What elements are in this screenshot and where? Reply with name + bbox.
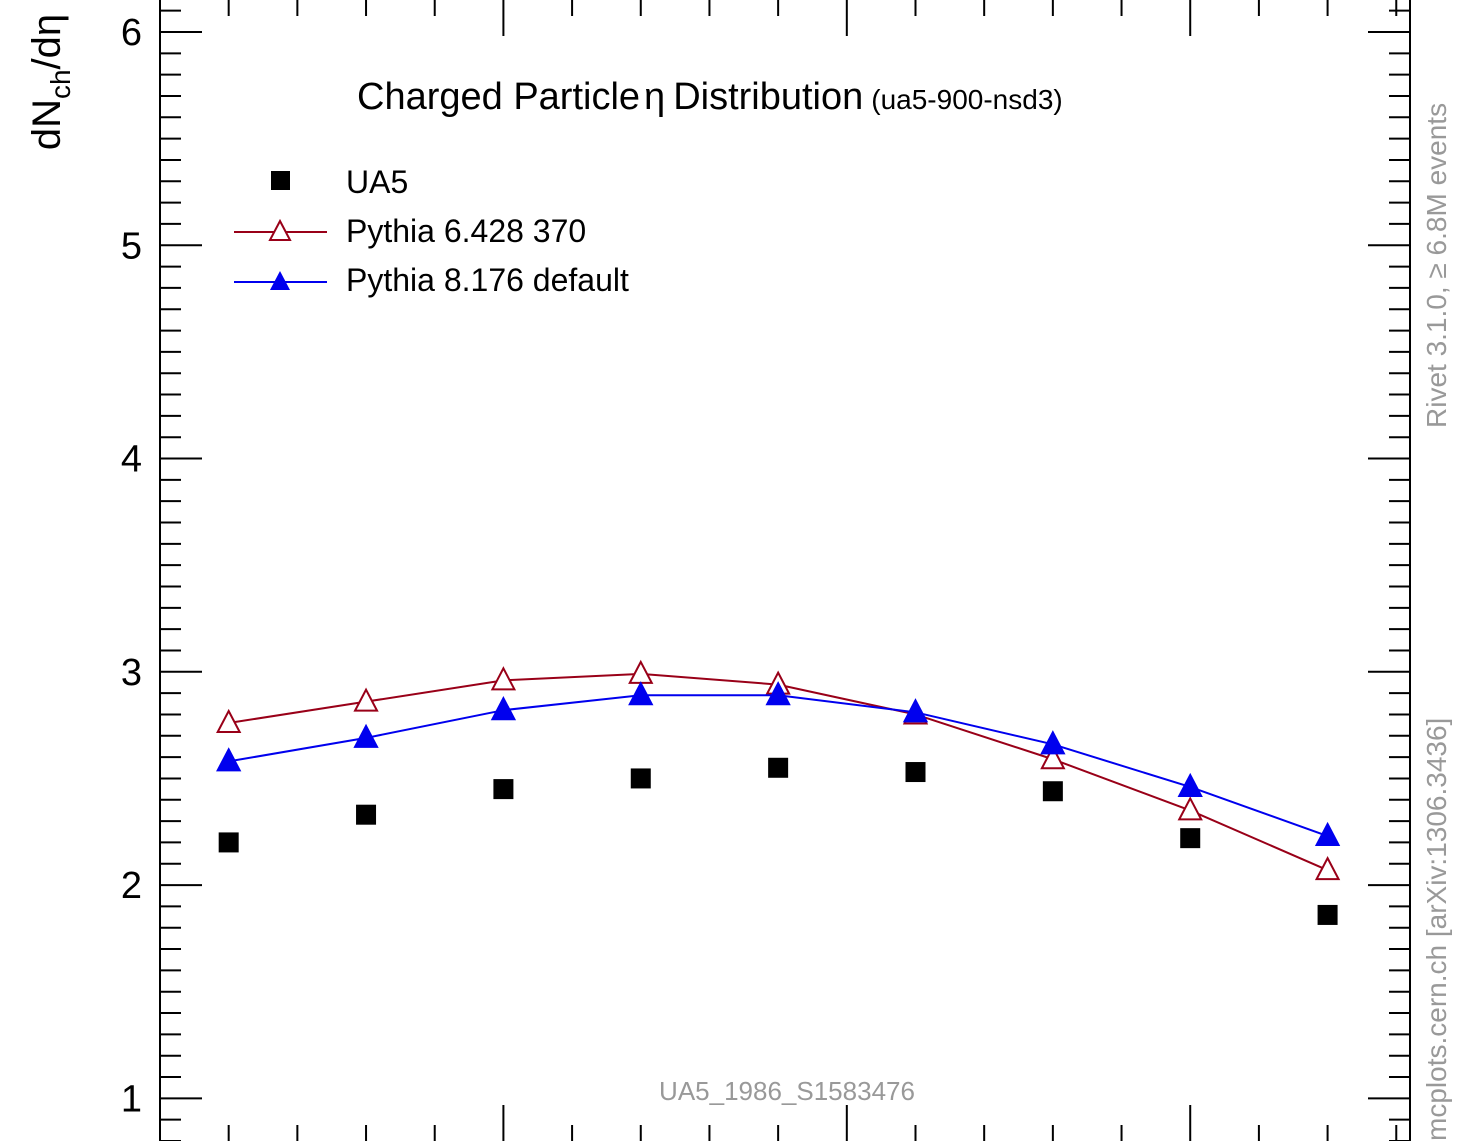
- legend-marker-ua5: [271, 171, 290, 190]
- data-point: [630, 768, 651, 789]
- series-layer: [216, 659, 1341, 925]
- chart-title: Charged Particle η Distribution (ua5-900-ns…: [357, 76, 1063, 118]
- data-point: [353, 687, 379, 712]
- y-axis-tick-labels: 1 2 3 4 5 6: [121, 12, 142, 1120]
- data-point: [1317, 904, 1338, 925]
- data-point: [490, 696, 517, 721]
- y-tick-label: 6: [121, 12, 142, 54]
- analysis-id-label: UA5_1986_S1583476: [659, 1076, 915, 1106]
- series-0: [218, 757, 1338, 925]
- y-tick-label: 4: [121, 439, 142, 481]
- data-point: [216, 708, 242, 733]
- y-tick-label: 2: [121, 865, 142, 907]
- data-point: [1177, 772, 1203, 797]
- data-point: [1042, 781, 1063, 802]
- data-point: [628, 659, 654, 684]
- legend-label-pythia6: Pythia 6.428 370: [346, 213, 586, 249]
- plot-frame: [159, 0, 1411, 1141]
- data-point: [1314, 821, 1341, 847]
- legend-marker-pythia6: [268, 218, 292, 241]
- y-tick-label: 1: [121, 1078, 142, 1120]
- data-point: [628, 681, 654, 706]
- legend-label-pythia8: Pythia 8.176 default: [346, 262, 629, 298]
- y-tick-label: 5: [121, 225, 142, 267]
- series-1: [216, 659, 1341, 881]
- data-point: [493, 779, 514, 800]
- y-axis-label-tail: /dη: [25, 14, 69, 70]
- data-point: [902, 698, 929, 723]
- legend-marker-pythia8: [270, 271, 290, 290]
- x-axis-ticks: [227, 0, 1398, 1141]
- data-point: [765, 681, 791, 706]
- mcplots-label: mcplots.cern.ch [arXiv:1306.3436]: [1421, 718, 1452, 1141]
- y-axis-label: dNch/dη: [25, 14, 76, 150]
- data-point: [356, 804, 377, 825]
- rivet-label: Rivet 3.1.0, ≥ 6.8M events: [1421, 103, 1452, 428]
- y-axis-ticks: [160, 9, 1410, 1141]
- legend: UA5 Pythia 6.428 370 Pythia 8.176 defaul…: [234, 164, 629, 298]
- series-2: [216, 681, 1341, 847]
- chart-title-symbol: η: [644, 76, 665, 118]
- data-point: [490, 666, 517, 691]
- chart-title-tail: Distribution: [673, 76, 863, 118]
- chart-title-main: Charged Particle: [357, 76, 640, 118]
- data-point: [1177, 796, 1203, 821]
- y-axis-label-sub: ch: [45, 69, 76, 99]
- data-point: [353, 723, 379, 748]
- data-point: [1040, 730, 1066, 755]
- data-point: [1314, 855, 1341, 881]
- data-point: [1040, 745, 1066, 770]
- y-axis-label-main: dN: [25, 99, 69, 150]
- data-point: [216, 747, 242, 772]
- data-point: [1180, 828, 1201, 849]
- data-point: [905, 762, 926, 783]
- data-point: [768, 757, 789, 778]
- data-point: [218, 832, 239, 853]
- y-tick-label: 3: [121, 652, 142, 694]
- legend-label-ua5: UA5: [346, 164, 408, 200]
- chart-title-suffix: (ua5-900-nsd3): [871, 84, 1062, 115]
